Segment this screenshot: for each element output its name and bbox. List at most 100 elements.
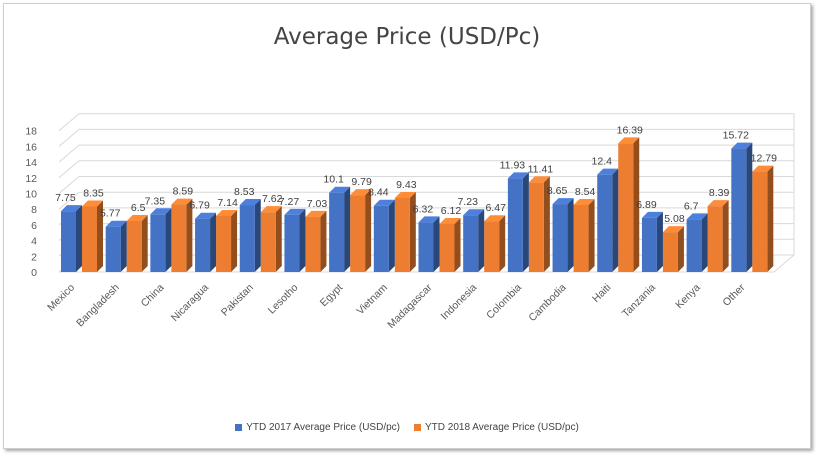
gridline-side (58, 191, 80, 210)
x-tick-label: Mexico (45, 282, 77, 314)
bar-2017-7-label: 8.44 (368, 187, 389, 199)
bar-2017-1-label: 5.77 (100, 208, 121, 220)
y-tick-label: 10 (25, 189, 37, 201)
bar-2017-13-top (641, 211, 663, 218)
bar-2017-15 (731, 148, 747, 272)
bar-2017-11-side (567, 198, 574, 272)
bar-2017-4-label: 8.53 (234, 186, 255, 198)
y-tick-label: 8 (31, 204, 37, 216)
bar-2018-0-label: 8.35 (83, 187, 104, 199)
bar-2018-0-top (82, 200, 103, 207)
legend-swatch-2017 (235, 424, 243, 431)
bar-2018-2 (171, 204, 187, 272)
bar-2017-2-top (150, 208, 172, 215)
bar-2017-3 (195, 218, 211, 272)
bar-2017-15-side (746, 142, 753, 272)
bar-2018-5-top (305, 210, 327, 217)
bar-2018-12-side (633, 137, 640, 272)
bar-2018-13 (662, 232, 678, 272)
bar-2018-1 (126, 220, 142, 272)
bar-chart-3d: 0 2 4 6 8 10 12 14 16 18 8.35 7.75 Mexico 6.5 5.77 Bang… (25, 113, 795, 331)
bar-2018-9-label: 6.47 (485, 202, 506, 214)
bar-2018-8 (439, 223, 455, 272)
bar-2018-7-side (409, 191, 416, 272)
legend-label-2017: YTD 2017 Average Price (USD/pc) (246, 422, 400, 433)
bar-2018-0 (82, 206, 97, 272)
bar-2017-14-label: 6.7 (684, 200, 699, 212)
y-tick-label: 4 (31, 236, 37, 248)
bar-2018-11-label: 8.54 (575, 186, 596, 198)
bar-2017-11-top (552, 198, 574, 205)
bar-2017-0-label: 7.75 (55, 192, 76, 204)
bar-2018-5 (305, 216, 321, 272)
bar-2017-10-label: 11.93 (500, 159, 526, 171)
gridline-side (58, 160, 80, 179)
bar-2018-4 (260, 212, 276, 272)
bar-2018-10-label: 11.41 (528, 163, 554, 175)
bar-2018-1-label: 6.5 (131, 202, 146, 214)
bar-2018-6 (350, 195, 366, 272)
bar-2017-13-side (656, 211, 663, 272)
bar-2018-14-label: 8.39 (709, 187, 730, 199)
x-tick-label: Indonesia (439, 282, 480, 323)
bar-2018-14-top (707, 200, 729, 207)
x-tick-label: Colombia (484, 282, 524, 322)
x-tick-label: Egypt (318, 282, 346, 310)
x-tick-label: Bangladesh (74, 282, 122, 330)
bar-2018-8-label: 6.12 (441, 205, 462, 217)
bar-2018-13-top (662, 226, 684, 233)
bar-2018-14 (707, 206, 723, 272)
bar-2018-5-side (320, 210, 327, 272)
bar-2017-6-label: 10.1 (323, 174, 344, 186)
gridline-side (58, 144, 80, 163)
x-tick-label: Cambodia (526, 282, 568, 324)
bar-2018-13-side (677, 226, 684, 272)
bar-2018-13-label: 5.08 (664, 213, 685, 225)
bar-2017-9 (463, 215, 479, 272)
bar-2018-10 (528, 182, 544, 272)
bar-2018-9-side (499, 215, 506, 272)
bar-2017-14 (686, 219, 702, 272)
bar-2018-4-top (260, 206, 282, 213)
bar-2017-8 (418, 222, 434, 272)
bar-2017-7 (373, 205, 389, 272)
bar-2017-2-side (165, 208, 172, 272)
bar-2018-7 (394, 197, 410, 272)
bar-2018-4-label: 7.62 (262, 193, 283, 205)
bar-2018-12 (618, 143, 634, 272)
bar-2018-10-side (543, 176, 550, 272)
bar-2018-2-label: 8.59 (173, 186, 194, 198)
bar-2017-4-side (254, 199, 261, 272)
bar-2017-4-top (239, 199, 261, 206)
bar-2017-12-top (597, 168, 619, 175)
y-tick-label: 0 (31, 267, 37, 279)
y-tick-label: 12 (25, 173, 37, 185)
bar-2017-10-side (522, 172, 529, 272)
x-tick-label: Pakistan (219, 282, 256, 319)
bar-2018-3-side (231, 209, 238, 272)
bar-2018-0-side (97, 200, 103, 272)
legend-label-2018: YTD 2018 Average Price (USD/pc) (425, 422, 579, 433)
bar-2017-15-top (731, 142, 753, 149)
bar-2018-6-side (365, 189, 372, 272)
bar-2017-15-label: 15.72 (723, 130, 749, 142)
bar-2018-11-top (573, 198, 595, 205)
x-tick-label: Lesotho (266, 282, 301, 317)
bar-2017-7-side (388, 199, 395, 272)
bar-2017-5 (284, 214, 300, 272)
bar-2017-5-top (284, 208, 306, 215)
bar-2017-14-top (686, 213, 708, 220)
bar-2017-8-top (418, 216, 440, 223)
bar-2018-2-top (171, 198, 193, 205)
x-tick-label: Nicaragua (169, 282, 211, 324)
bar-2017-0 (61, 211, 76, 272)
bar-2017-11-label: 8.65 (547, 185, 568, 197)
bar-2017-8-side (433, 216, 440, 272)
x-tick-label: Vietnam (354, 281, 390, 317)
bar-2017-9-top (463, 209, 485, 216)
x-tick-label: Kenya (673, 282, 703, 312)
bar-2018-15-side (767, 165, 774, 272)
bar-2017-8-label: 6.32 (413, 203, 434, 215)
bar-2018-4-side (275, 206, 282, 272)
bar-2018-15-top (752, 165, 774, 172)
